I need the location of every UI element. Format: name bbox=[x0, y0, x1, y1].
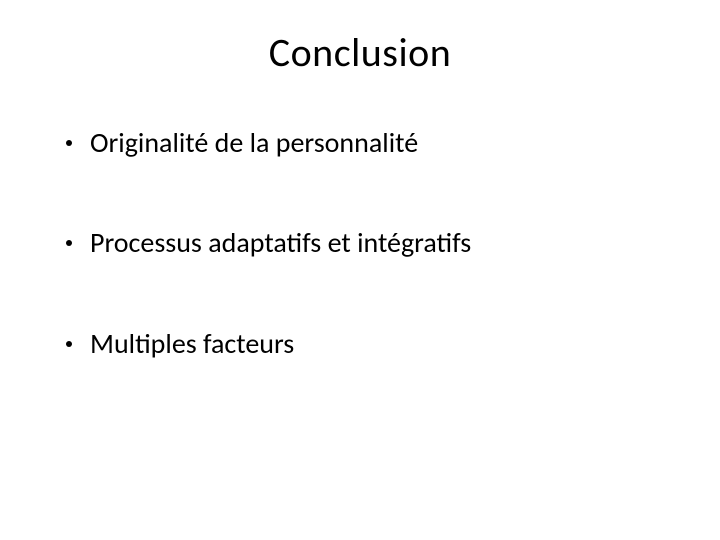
bullet-list: Originalité de la personnalité Processus… bbox=[50, 125, 670, 362]
bullet-icon bbox=[66, 240, 72, 246]
list-item: Multiples facteurs bbox=[66, 326, 670, 362]
bullet-text: Processus adaptatifs et intégratifs bbox=[90, 225, 670, 261]
bullet-text: Multiples facteurs bbox=[90, 326, 670, 362]
slide-title: Conclusion bbox=[50, 28, 670, 77]
slide-container: Conclusion Originalité de la personnalit… bbox=[0, 0, 720, 540]
list-item: Originalité de la personnalité bbox=[66, 125, 670, 161]
bullet-icon bbox=[66, 341, 72, 347]
bullet-icon bbox=[66, 140, 72, 146]
list-item: Processus adaptatifs et intégratifs bbox=[66, 225, 670, 261]
bullet-text: Originalité de la personnalité bbox=[90, 125, 670, 161]
